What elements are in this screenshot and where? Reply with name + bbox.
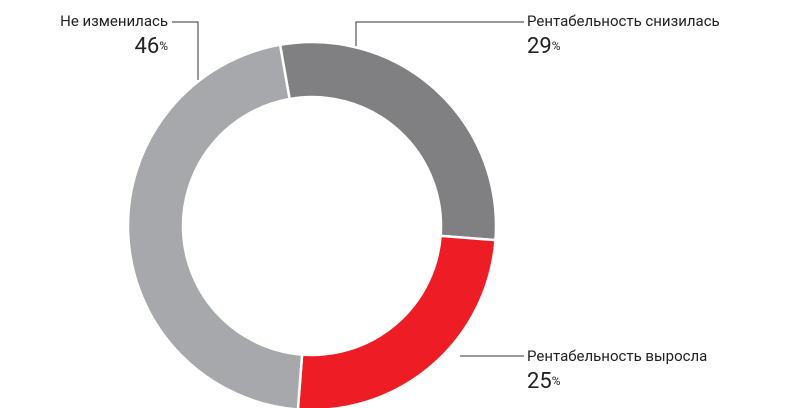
- value-label: 46%: [134, 34, 168, 59]
- donut-slice: [126, 43, 304, 408]
- value-unit: %: [552, 39, 561, 53]
- leader-line: [355, 21, 524, 48]
- value-number: 29: [527, 34, 552, 59]
- category-label: Не изменилась: [60, 12, 168, 30]
- value-unit: %: [552, 374, 561, 388]
- category-label: Рентабельность выросла: [527, 347, 707, 365]
- donut-slice: [296, 234, 497, 408]
- category-label: Рентабельность снизилась: [527, 12, 720, 30]
- value-label: 29%: [527, 34, 561, 59]
- value-label: 25%: [527, 369, 561, 394]
- leader-line: [172, 21, 199, 80]
- value-unit: %: [159, 39, 168, 53]
- value-number: 46: [134, 34, 159, 59]
- value-number: 25: [527, 369, 552, 394]
- donut-slice: [278, 40, 498, 242]
